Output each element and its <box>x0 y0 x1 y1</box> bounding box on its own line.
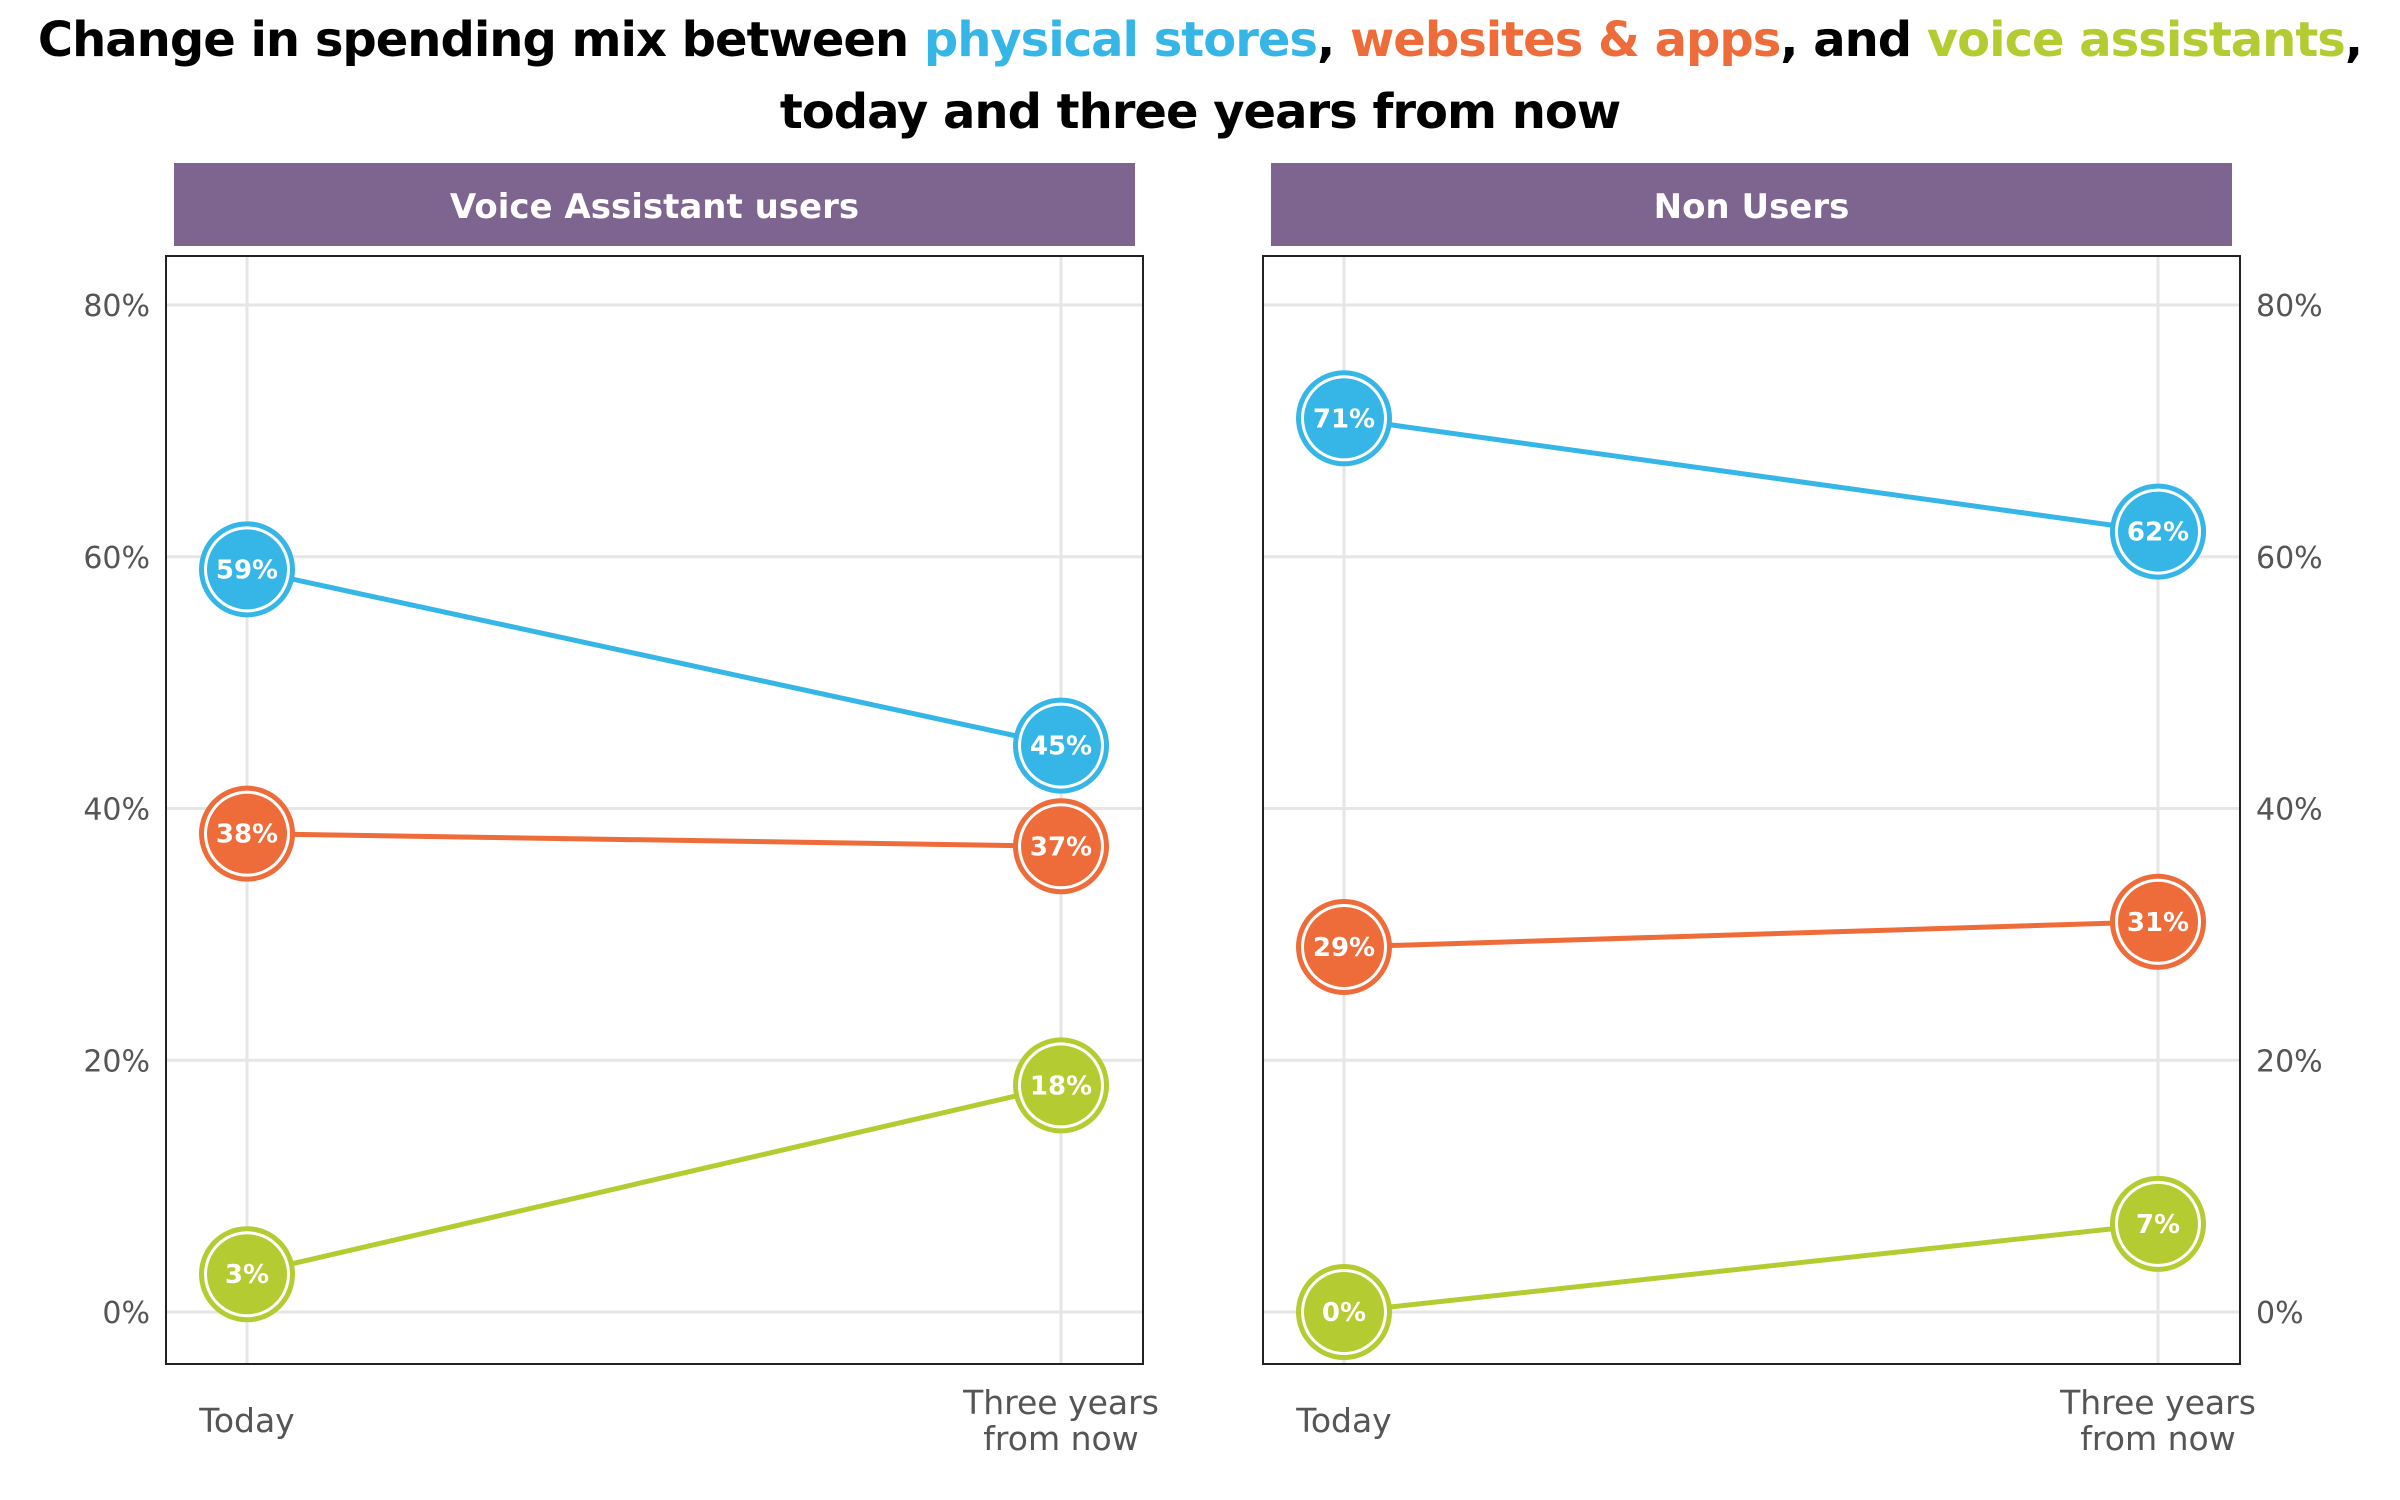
data-point-marker <box>2118 1183 2198 1264</box>
data-point-marker <box>1021 705 1101 786</box>
data-point-voice-assistants: 7% <box>2110 1175 2206 1272</box>
title-websites-apps: websites & apps <box>1349 12 1781 68</box>
y-tick-label: 80% <box>2256 289 2323 324</box>
data-point-marker <box>1304 378 1384 459</box>
data-point-physical-stores: 71% <box>1296 370 1392 467</box>
data-label: 62% <box>2127 518 2189 548</box>
data-label: 29% <box>1313 933 1375 963</box>
title-voice-assistants: voice assistants <box>1926 12 2346 68</box>
data-point-marker <box>207 529 287 610</box>
y-tick-label: 80% <box>83 289 150 324</box>
x-tick-label-line: Three years <box>962 1383 1159 1422</box>
panel-header-label: Voice Assistant users <box>450 187 859 227</box>
data-label: 59% <box>216 555 278 585</box>
panel-header-strip <box>174 163 1135 246</box>
y-tick-label: 20% <box>2256 1044 2323 1079</box>
chart-title: Change in spending mix between physical … <box>0 4 2400 148</box>
title-line1-end: , <box>2344 12 2363 68</box>
panel-voice-assistant-users: Voice Assistant users 0% 20% 40% 60% 80% Today… <box>83 163 1159 1458</box>
data-point-websites-apps: 29% <box>1296 898 1392 995</box>
y-tick-label: 0% <box>102 1296 150 1331</box>
x-tick-label-line: Today <box>198 1401 294 1440</box>
y-tick-label: 0% <box>2256 1296 2304 1331</box>
x-tick-label-line: Today <box>1295 1401 1391 1440</box>
x-tick-label-line: Three years <box>2059 1383 2256 1422</box>
data-point-websites-apps: 31% <box>2110 873 2206 970</box>
data-label: 38% <box>216 820 278 850</box>
data-point-physical-stores: 45% <box>1013 697 1109 794</box>
data-point-physical-stores: 59% <box>199 521 295 618</box>
data-point-websites-apps: 37% <box>1013 798 1109 895</box>
data-point-physical-stores: 62% <box>2110 483 2206 580</box>
series-line-websites-apps <box>246 831 1062 849</box>
series-line-websites-apps <box>1343 919 2159 950</box>
y-tick-label: 60% <box>2256 541 2323 576</box>
panel-header-strip <box>1271 163 2232 246</box>
panel-header-label: Non Users <box>1654 187 1850 227</box>
title-separator-2: , and <box>1780 12 1927 68</box>
x-tick-label-line: from now <box>983 1419 1138 1458</box>
y-tick-label: 40% <box>2256 793 2323 828</box>
data-point-marker <box>1304 1272 1384 1352</box>
data-point-marker <box>1304 906 1384 987</box>
data-label: 71% <box>1313 404 1375 434</box>
series-line-voice-assistants <box>246 1082 1062 1277</box>
data-label: 7% <box>2136 1210 2180 1240</box>
data-point-marker <box>1021 1045 1101 1126</box>
data-point-marker <box>1021 806 1101 887</box>
data-point-marker <box>207 1234 287 1315</box>
y-tick-label: 20% <box>83 1044 150 1079</box>
data-point-voice-assistants: 0% <box>1296 1264 1392 1360</box>
series-line-physical-stores <box>246 566 1062 749</box>
chart-title-line-2: today and three years from now <box>779 84 1621 140</box>
data-point-marker <box>2118 491 2198 572</box>
data-label: 31% <box>2127 908 2189 938</box>
series-line-voice-assistants <box>1343 1221 2159 1315</box>
data-point-websites-apps: 38% <box>199 785 295 882</box>
panel-non-users: Non Users 0% 20% 40% 60% 80% Today Three years f… <box>1262 163 2323 1458</box>
data-point-marker <box>2118 881 2198 962</box>
panel-border <box>165 255 1144 1365</box>
x-tick-label: Today <box>1295 1401 1391 1440</box>
data-label: 3% <box>225 1260 269 1290</box>
title-separator-1: , <box>1317 12 1350 68</box>
data-label: 45% <box>1030 732 1092 762</box>
series-line-physical-stores <box>1343 415 2159 535</box>
data-label: 0% <box>1322 1298 1366 1328</box>
data-point-marker <box>207 793 287 874</box>
data-point-voice-assistants: 18% <box>1013 1037 1109 1134</box>
panel-border <box>1262 255 2241 1365</box>
x-tick-label: Three years from now <box>962 1383 1159 1458</box>
data-label: 18% <box>1030 1071 1092 1101</box>
y-tick-label: 40% <box>83 793 150 828</box>
x-tick-label-line: from now <box>2080 1419 2235 1458</box>
chart-title-line-1: Change in spending mix between physical … <box>0 4 2400 76</box>
x-tick-label: Three years from now <box>2059 1383 2256 1458</box>
title-prefix: Change in spending mix between <box>37 12 924 68</box>
x-tick-label: Today <box>198 1401 294 1440</box>
y-tick-label: 60% <box>83 541 150 576</box>
title-physical-stores: physical stores <box>923 12 1318 68</box>
data-label: 37% <box>1030 832 1092 862</box>
data-point-voice-assistants: 3% <box>199 1226 295 1323</box>
